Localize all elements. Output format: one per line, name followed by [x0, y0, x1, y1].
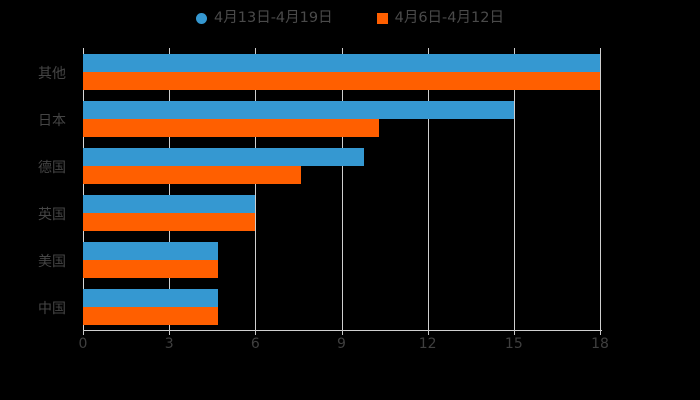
- x-tick-label-18: 18: [591, 336, 609, 352]
- y-axis-label-4: 美国: [38, 254, 66, 270]
- gridline-x-15: [513, 48, 515, 330]
- bar-其他-series-1[interactable]: [83, 71, 600, 90]
- y-axis-labels: 其他 日本 德国 英国 美国 中国: [0, 48, 76, 330]
- bar-美国-series-1[interactable]: [83, 259, 218, 278]
- legend-item-series-0[interactable]: 4月13日-4月19日: [196, 11, 333, 26]
- x-tick-mark-12: [427, 330, 429, 335]
- x-tick-label-3: 3: [164, 336, 174, 352]
- bar-中国-series-0[interactable]: [83, 288, 218, 307]
- y-axis-label-2: 德国: [38, 160, 66, 176]
- legend-marker-circle-icon: [196, 12, 208, 24]
- x-tick-label-6: 6: [250, 336, 260, 352]
- plot-area: [83, 48, 601, 330]
- gridline-x-18: [600, 48, 601, 330]
- bar-日本-series-0[interactable]: [83, 100, 514, 119]
- bar-英国-series-0[interactable]: [83, 194, 256, 213]
- legend-item-series-1[interactable]: 4月6日-4月12日: [376, 9, 504, 26]
- bar-其他-series-0[interactable]: [83, 53, 600, 72]
- bar-德国-series-0[interactable]: [83, 147, 365, 166]
- x-tick-mark-9: [341, 330, 343, 335]
- bar-英国-series-1[interactable]: [83, 212, 256, 231]
- x-tick-mark-3: [169, 330, 171, 335]
- x-tick-label-0: 0: [78, 336, 88, 352]
- bar-德国-series-1[interactable]: [83, 165, 302, 184]
- gridline-x-6: [255, 48, 257, 330]
- y-axis-label-1: 日本: [38, 113, 66, 129]
- legend-label-series-1: 4月6日-4月12日: [394, 9, 504, 26]
- x-tick-mark-18: [600, 330, 601, 335]
- x-tick-label-12: 12: [418, 336, 437, 352]
- x-axis-line: [83, 330, 602, 331]
- y-axis-label-5: 中国: [38, 301, 66, 317]
- bar-中国-series-1[interactable]: [83, 306, 218, 325]
- x-axis: 0 3 6 9 12 15 18: [79, 330, 609, 360]
- chart-legend: 4月13日-4月19日 4月6日-4月12日: [0, 6, 700, 30]
- bar-日本-series-1[interactable]: [83, 118, 379, 137]
- y-axis-line: [83, 48, 84, 330]
- x-tick-mark-6: [255, 330, 257, 335]
- x-tick-mark-15: [513, 330, 515, 335]
- legend-marker-square-icon: [376, 12, 388, 24]
- bar-美国-series-0[interactable]: [83, 241, 218, 260]
- y-axis-label-0: 其他: [38, 66, 66, 82]
- x-tick-mark-0: [83, 330, 84, 335]
- gridline-x-12: [427, 48, 429, 330]
- legend-label-series-0: 4月13日-4月19日: [214, 9, 333, 26]
- gridline-x-3: [169, 48, 171, 330]
- y-axis-label-3: 英国: [38, 207, 66, 223]
- x-tick-label-9: 9: [337, 336, 346, 352]
- x-tick-label-15: 15: [504, 336, 523, 352]
- gridline-x-9: [341, 48, 343, 330]
